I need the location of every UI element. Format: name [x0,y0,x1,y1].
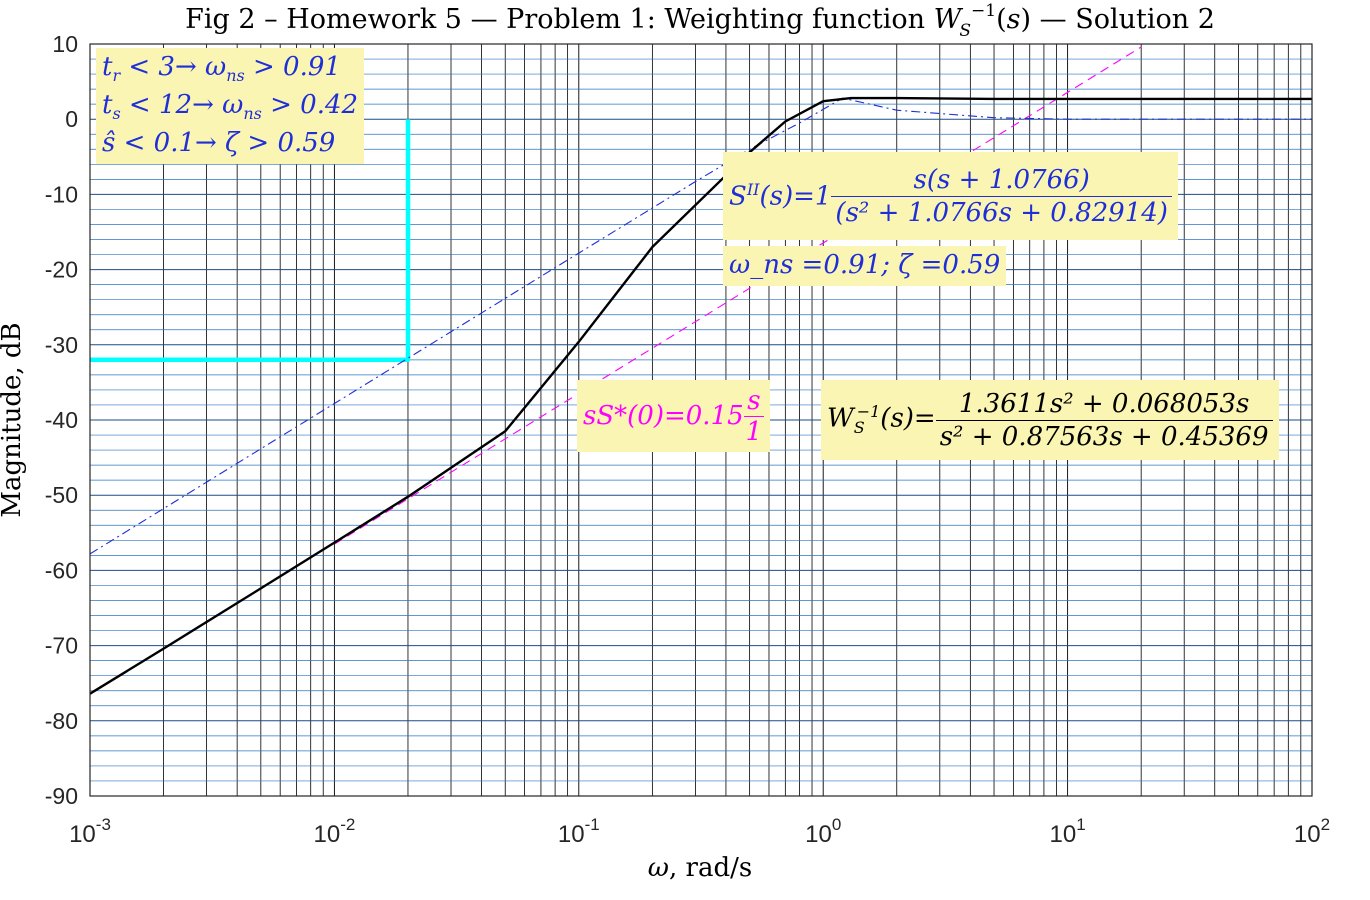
spec-settling-time: ts < 12→ ωns > 0.42 [102,90,359,124]
y-tick-label: -10 [45,181,78,207]
weighting-numerator: 1.3611s² + 0.068053s [935,391,1273,421]
x-tick-labels: 10-3 10-2 10-1 100 101 102 [69,815,1330,848]
series-line-2 [334,46,1142,545]
series-layer [89,46,1312,695]
series-line-3 [90,119,411,363]
y-tick-label: -20 [45,257,78,283]
weighting-function-box: WS−1(s)= 1.3611s² + 0.068053s s² + 0.875… [821,380,1279,460]
spec-box: tr < 3→ ωns > 0.91 ts < 12→ ωns > 0.42 ŝ… [96,48,365,164]
plot-frame [89,43,1313,797]
y-tick-label: -30 [45,332,78,358]
parameters-text: ω_ns =0.91; ζ =0.59 [729,250,1001,280]
y-tick-label: 0 [65,106,78,132]
parameters-box: ω_ns =0.91; ζ =0.59 [723,246,1007,286]
y-tick-label: 10 [52,31,78,57]
x-axis-label: ω, rad/s [648,853,752,883]
chart-title: Fig 2 – Homework 5 — Problem 1: Weightin… [185,1,1215,41]
x-tick-label: 10-3 [69,815,111,848]
x-tick-label: 100 [805,815,841,848]
sii-numerator: s(s + 1.0766) [831,167,1172,197]
x-tick-label: 101 [1050,815,1086,848]
low-frequency-fraction: s 1 [743,388,765,447]
low-frequency-numerator: s [743,388,765,417]
x-tick-label: 10-2 [313,815,355,848]
y-tick-label: -80 [45,708,78,734]
weighting-denominator: s² + 0.87563s + 0.45369 [939,421,1269,452]
low-frequency-asymptote-box: sS*(0)=0.15 s 1 [577,380,771,452]
sii-denominator: (s² + 1.0766s + 0.82914) [835,197,1168,228]
x-tick-label: 102 [1294,815,1330,848]
sii-fraction: s(s + 1.0766) (s² + 1.0766s + 0.82914) [831,167,1172,226]
y-tick-label: -60 [45,557,78,583]
series-line-1 [89,97,1312,555]
weighting-lhs: WS−1(s)= [827,402,936,437]
low-frequency-lhs: sS*(0)=0.15 [583,401,744,431]
y-tick-label: -50 [45,482,78,508]
y-tick-label: -40 [45,407,78,433]
low-frequency-denominator: 1 [745,416,763,447]
x-tick-label: 10-1 [558,815,600,848]
y-tick-label: -70 [45,633,78,659]
y-tick-labels: 10 0 -10 -20 -30 -40 -50 -60 -70 -80 -90 [45,31,78,809]
sii-transfer-function-box: SII(s)=1 s(s + 1.0766) (s² + 1.0766s + 0… [723,152,1178,240]
series-line-0 [89,96,1312,695]
spec-rise-time: tr < 3→ ωns > 0.91 [102,52,341,86]
weighting-fraction: 1.3611s² + 0.068053s s² + 0.87563s + 0.4… [935,391,1273,452]
sii-lhs: SII(s)=1 [729,180,832,212]
y-tick-label: -90 [45,783,78,809]
spec-overshoot: ŝ < 0.1→ ζ > 0.59 [102,128,336,158]
y-axis-label: Magnitude, dB [0,322,27,517]
